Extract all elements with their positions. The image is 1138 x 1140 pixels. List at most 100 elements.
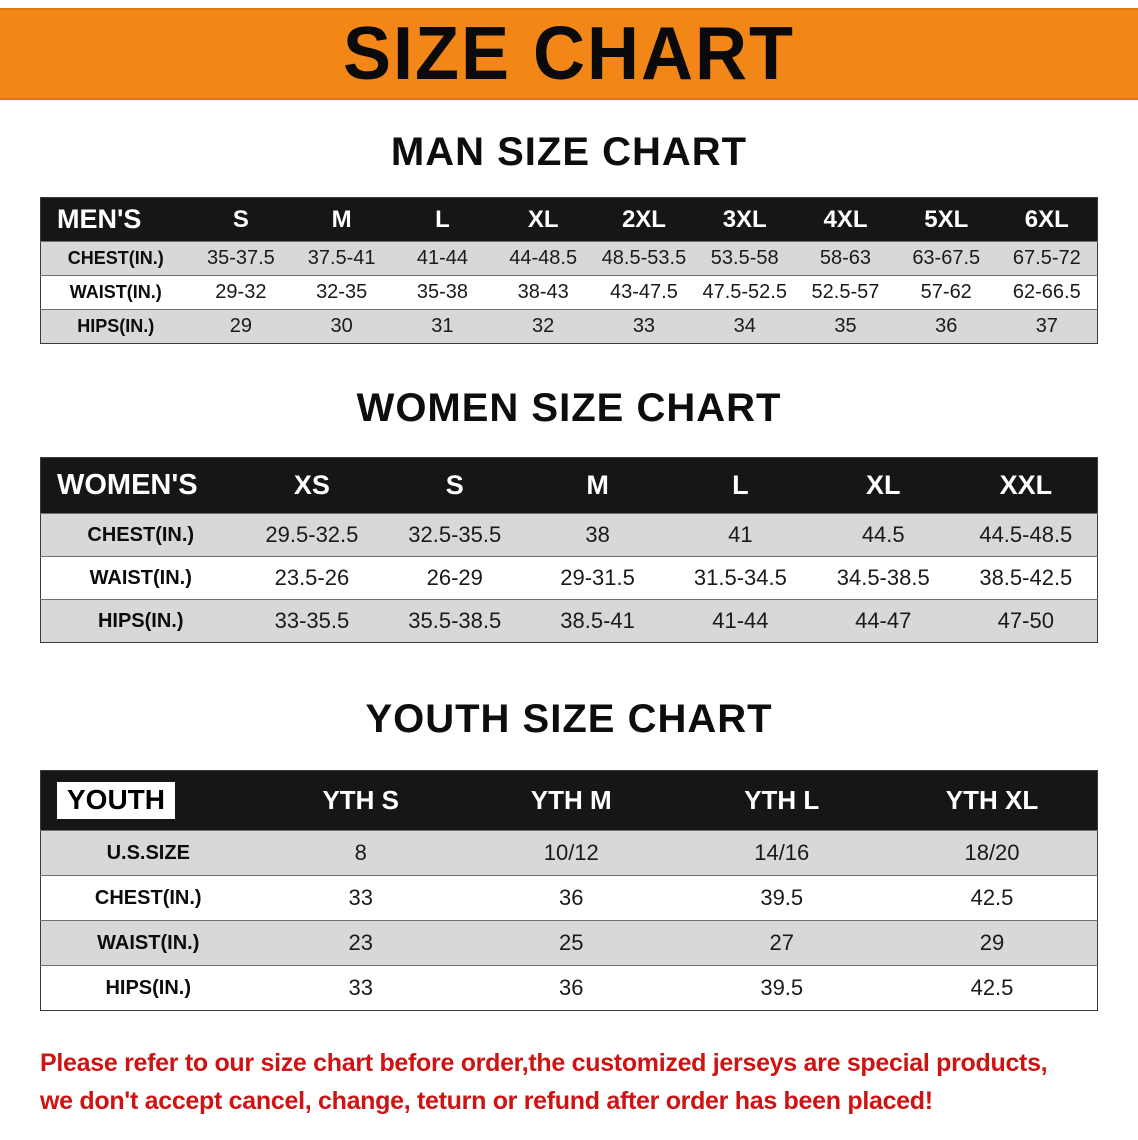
size-value-cell: 58-63 xyxy=(819,247,872,269)
size-header-row: WOMEN'S XS S M L XL XXL xyxy=(40,457,1098,514)
size-value-cell: 42.5 xyxy=(970,885,1014,910)
size-value-cell: 63-67.5 xyxy=(912,247,981,269)
size-value-cell: 57-62 xyxy=(920,281,972,303)
measurement-row-label: WAIST(IN.) xyxy=(89,566,192,589)
measurement-row: CHEST(IN.) 33 36 39.5 42.5 xyxy=(40,875,1098,921)
measurement-row: HIPS(IN.) 29 30 31 32 33 34 35 36 37 xyxy=(40,309,1098,344)
size-value-cell: 39.5 xyxy=(760,975,804,1000)
size-value-cell: 47-50 xyxy=(997,608,1054,633)
size-value-cell: 35 xyxy=(834,315,857,337)
youth-size-table: YOUTH YTH S YTH M YTH L YTH XL U.S.SIZE 8 10/12… xyxy=(40,770,1098,1011)
measurement-row-label: CHEST(IN.) xyxy=(67,248,164,268)
footer-note-line-1: Please refer to our size chart before or… xyxy=(40,1049,1048,1077)
size-column-header: 5XL xyxy=(924,205,969,233)
size-value-cell: 29 xyxy=(979,930,1005,955)
size-value-cell: 29 xyxy=(229,315,252,337)
size-value-cell: 38.5-41 xyxy=(560,608,635,633)
size-value-cell: 32.5-35.5 xyxy=(408,522,502,547)
size-value-cell: 35-38 xyxy=(416,281,468,303)
size-value-cell: 35-37.5 xyxy=(206,247,275,269)
size-value-cell: 38 xyxy=(585,522,610,547)
size-value-cell: 33 xyxy=(348,975,373,1000)
size-column-header: 2XL xyxy=(621,205,666,233)
size-chart-banner: SIZE CHART xyxy=(0,8,1138,100)
size-column-header: XL xyxy=(865,470,901,500)
measurement-row-label: WAIST(IN.) xyxy=(97,931,200,954)
size-value-cell: 33 xyxy=(632,315,656,337)
size-value-cell: 38.5-42.5 xyxy=(979,565,1073,590)
size-value-cell: 48.5-53.5 xyxy=(601,247,687,269)
size-value-cell: 67.5-72 xyxy=(1012,247,1081,269)
size-value-cell: 44-48.5 xyxy=(509,247,578,269)
measurement-row-label: CHEST(IN.) xyxy=(94,886,202,909)
size-column-header: YTH L xyxy=(744,785,820,815)
size-column-header: 4XL xyxy=(823,205,868,233)
size-value-cell: 23.5-26 xyxy=(274,565,350,590)
size-value-cell: 30 xyxy=(330,315,353,337)
table-group-label: MEN'S xyxy=(57,204,142,234)
size-value-cell: 31.5-34.5 xyxy=(693,565,787,590)
men-size-table: MEN'S S M L XL 2XL 3XL 4XL 5XL 6XL CHEST(IN.) 35-37… xyxy=(40,197,1098,344)
size-value-cell: 32 xyxy=(532,315,555,337)
size-value-cell: 41-44 xyxy=(712,608,769,633)
measurement-row-label: HIPS(IN.) xyxy=(97,609,184,632)
size-column-header: YTH XL xyxy=(945,785,1039,815)
size-value-cell: 8 xyxy=(354,840,367,865)
size-value-cell: 29-31.5 xyxy=(560,565,635,590)
size-value-cell: 33 xyxy=(348,885,373,910)
size-value-cell: 41-44 xyxy=(416,247,468,269)
women-size-table-wrapper: WOMEN'S XS S M L XL XXL CHEST(IN.) 29.5-32.5 32.5… xyxy=(0,457,1138,643)
size-column-header: XL xyxy=(527,205,559,233)
youth-size-table-wrapper: YOUTH YTH S YTH M YTH L YTH XL U.S.SIZE 8 10/12… xyxy=(0,770,1138,1011)
women-size-table: WOMEN'S XS S M L XL XXL CHEST(IN.) 29.5-32.5 32.5… xyxy=(40,457,1098,643)
size-value-cell: 10/12 xyxy=(543,840,599,865)
size-value-cell: 37 xyxy=(1035,315,1058,337)
size-value-cell: 44.5-48.5 xyxy=(979,522,1073,547)
size-value-cell: 32-35 xyxy=(316,281,368,303)
measurement-row: WAIST(IN.) 23.5-26 26-29 29-31.5 31.5-34.5 34… xyxy=(40,556,1098,600)
size-column-header: S xyxy=(445,470,464,500)
men-size-table-wrapper: MEN'S S M L XL 2XL 3XL 4XL 5XL 6XL CHEST(IN.) 35-37… xyxy=(0,197,1138,344)
size-value-cell: 42.5 xyxy=(970,975,1014,1000)
size-value-cell: 29-32 xyxy=(215,281,267,303)
size-value-cell: 31 xyxy=(431,315,454,337)
measurement-row-label: WAIST(IN.) xyxy=(69,282,162,302)
size-column-header: M xyxy=(586,470,609,500)
size-value-cell: 29.5-32.5 xyxy=(265,522,359,547)
size-value-cell: 52.5-57 xyxy=(811,281,880,303)
footer-note-line-2: we don't accept cancel, change, teturn o… xyxy=(40,1086,933,1115)
size-column-header: YTH S xyxy=(322,785,400,815)
size-header-row: MEN'S S M L XL 2XL 3XL 4XL 5XL 6XL xyxy=(40,197,1098,242)
size-value-cell: 37.5-41 xyxy=(307,247,376,269)
size-value-cell: 23 xyxy=(348,930,373,955)
size-value-cell: 14/16 xyxy=(754,840,810,865)
size-value-cell: 35.5-38.5 xyxy=(408,608,502,633)
size-value-cell: 43-47.5 xyxy=(610,281,678,303)
size-value-cell: 27 xyxy=(769,930,794,955)
size-value-cell: 47.5-52.5 xyxy=(702,281,787,303)
size-value-cell: 34.5-38.5 xyxy=(836,565,930,590)
measurement-row: WAIST(IN.) 23 25 27 29 xyxy=(40,920,1098,966)
measurement-row: HIPS(IN.) 33-35.5 35.5-38.5 38.5-41 41-44 44-… xyxy=(40,599,1098,643)
size-column-header: 3XL xyxy=(722,205,767,233)
size-column-header: YTH M xyxy=(530,785,612,815)
size-value-cell: 44-47 xyxy=(855,608,912,633)
size-value-cell: 53.5-58 xyxy=(710,247,779,269)
size-value-cell: 38-43 xyxy=(517,281,569,303)
size-header-row: YOUTH YTH S YTH M YTH L YTH XL xyxy=(40,770,1098,831)
measurement-row: WAIST(IN.) 29-32 32-35 35-38 38-43 43-47.5 47.… xyxy=(40,275,1098,310)
table-group-label: WOMEN'S xyxy=(57,469,198,501)
measurement-row: CHEST(IN.) 29.5-32.5 32.5-35.5 38 41 44.5 44.5… xyxy=(40,513,1098,557)
size-column-header: XS xyxy=(293,470,330,500)
measurement-row: HIPS(IN.) 33 36 39.5 42.5 xyxy=(40,965,1098,1011)
measurement-row-label: CHEST(IN.) xyxy=(87,523,195,546)
size-value-cell: 34 xyxy=(733,315,756,337)
size-value-cell: 26-29 xyxy=(426,565,483,590)
measurement-row-label: HIPS(IN.) xyxy=(105,976,192,999)
heading-man-size-chart: MAN SIZE CHART xyxy=(390,130,748,174)
size-column-header: S xyxy=(232,205,249,233)
size-value-cell: 36 xyxy=(935,315,958,337)
size-column-header: L xyxy=(732,470,749,500)
size-column-header: 6XL xyxy=(1024,205,1069,233)
size-value-cell: 25 xyxy=(559,930,584,955)
